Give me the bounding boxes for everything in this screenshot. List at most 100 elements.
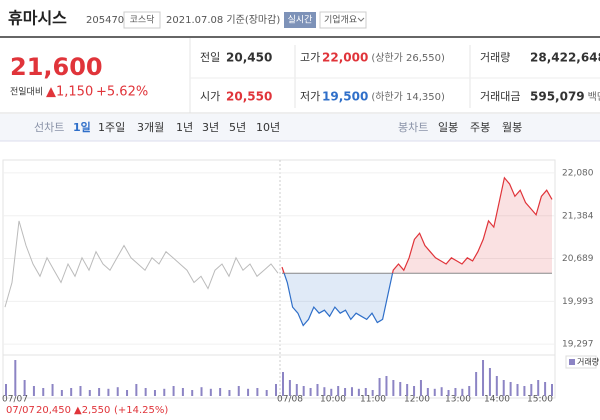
candle-tab[interactable]: 주봉 (470, 121, 490, 134)
tab-bar (0, 114, 600, 141)
footer-price: 20,450 (36, 405, 71, 416)
volume-bar (14, 360, 17, 396)
volume-bar (337, 386, 340, 396)
volume-bar (98, 388, 101, 396)
volume-bar (116, 387, 119, 396)
volume-bar (309, 388, 312, 396)
volume-bar (247, 388, 250, 396)
company-info[interactable]: 기업개요 (324, 15, 357, 26)
candle-chart-label: 봉차트 (398, 121, 428, 134)
volume-bar (433, 388, 436, 396)
volume-bar (344, 388, 347, 396)
price: 21,600 (10, 53, 103, 81)
candle-tab[interactable]: 월봉 (502, 121, 522, 134)
volume-bar (413, 386, 416, 396)
volume-bar (516, 384, 519, 396)
stat-value: 595,079 (530, 90, 585, 104)
market: 코스닥 (130, 15, 155, 26)
y-tick-label: 20,689 (562, 254, 594, 264)
down-area (282, 273, 552, 326)
company-info-button[interactable] (319, 11, 367, 29)
volume-bar (60, 390, 63, 396)
x-tick-label: 12:00 (404, 395, 430, 405)
footer-date: 07/07 (6, 405, 35, 416)
volume-bar (256, 388, 259, 396)
volume-bar (107, 388, 110, 396)
volume-bar (219, 388, 222, 396)
volume-bar (288, 380, 291, 396)
volume-bar (323, 387, 326, 396)
period-tab[interactable]: 10년 (256, 121, 280, 134)
volume-bar (419, 380, 422, 396)
period-tab[interactable]: 3년 (202, 121, 219, 134)
volume-bar (468, 386, 471, 396)
x-tick-label: 11:00 (360, 395, 386, 405)
volume-bar (237, 386, 240, 396)
date: 2021.07.08 기준(장마감) (166, 14, 280, 26)
volume-bar (135, 384, 138, 396)
volume-bar (23, 380, 26, 396)
x-tick-label: 07/07 (2, 395, 28, 405)
x-tick-label: 13:00 (445, 395, 471, 405)
volume-bar (461, 388, 464, 396)
volume-bar (426, 388, 429, 396)
volume-bar (523, 386, 526, 396)
realtime[interactable]: 실시간 (288, 15, 313, 26)
stat-value: 20,550 (226, 90, 272, 104)
volume-bar (371, 390, 374, 396)
volume-bar (392, 380, 395, 396)
period-tab[interactable]: 1일 (73, 120, 91, 134)
volume-bar (126, 390, 129, 396)
line-chart-label: 선차트 (34, 121, 64, 134)
volume-bar (544, 382, 547, 396)
volume-bar (32, 386, 35, 396)
volume-bar (482, 360, 485, 396)
stat-label: 전일 (200, 50, 220, 64)
x-tick-label: 14:00 (484, 395, 510, 405)
period-tab[interactable]: 5년 (229, 121, 246, 134)
volume-bar (172, 386, 175, 396)
volume-bar (357, 388, 360, 396)
volume-bar (364, 388, 367, 396)
price-line-down (283, 273, 394, 327)
stat-unit: 백만 (588, 91, 600, 103)
volume-bar (163, 388, 166, 396)
volume-bar (282, 372, 284, 396)
volume-bar (70, 388, 73, 396)
volume-bar (275, 384, 277, 396)
realtime-badge[interactable] (284, 12, 316, 28)
prev-day-line (4, 220, 279, 308)
volume-bar (551, 384, 553, 396)
volume-bar (5, 384, 7, 396)
y-tick-label: 19,297 (562, 340, 594, 350)
footer-pct: (+14.25%) (114, 405, 168, 416)
volume-bar (350, 387, 353, 396)
dropdown-arrow (357, 17, 365, 22)
volume-bar (399, 382, 402, 396)
chart-frame (2, 159, 556, 399)
volume-bar (502, 380, 505, 396)
volume-legend-swatch (569, 359, 575, 365)
candle-tab[interactable]: 일봉 (438, 120, 458, 134)
volume-bar (385, 376, 388, 396)
volume-bar (447, 390, 450, 396)
volume-legend-label: 거래량 (577, 357, 600, 367)
up-area (282, 177, 552, 274)
x-tick-label: 07/08 (277, 395, 303, 405)
volume-bar (209, 388, 212, 396)
volume-bar (495, 376, 498, 396)
stat-note: (하한가 14,350) (371, 90, 445, 103)
volume-bar (200, 387, 203, 396)
stat-value: 20,450 (226, 51, 272, 65)
period-tab[interactable]: 1년 (176, 121, 193, 134)
x-tick-label: 15:00 (527, 395, 553, 405)
volume-bar (265, 390, 268, 396)
volume-bar (330, 388, 333, 396)
stat-value: 22,000 (322, 51, 368, 65)
period-tab[interactable]: 3개월 (137, 121, 164, 134)
stat-label: 저가 (300, 90, 320, 103)
volume-bar (406, 384, 409, 396)
period-tab[interactable]: 1주일 (98, 120, 125, 134)
change: ▲1,150 (46, 85, 93, 100)
volume-bar (153, 390, 156, 396)
